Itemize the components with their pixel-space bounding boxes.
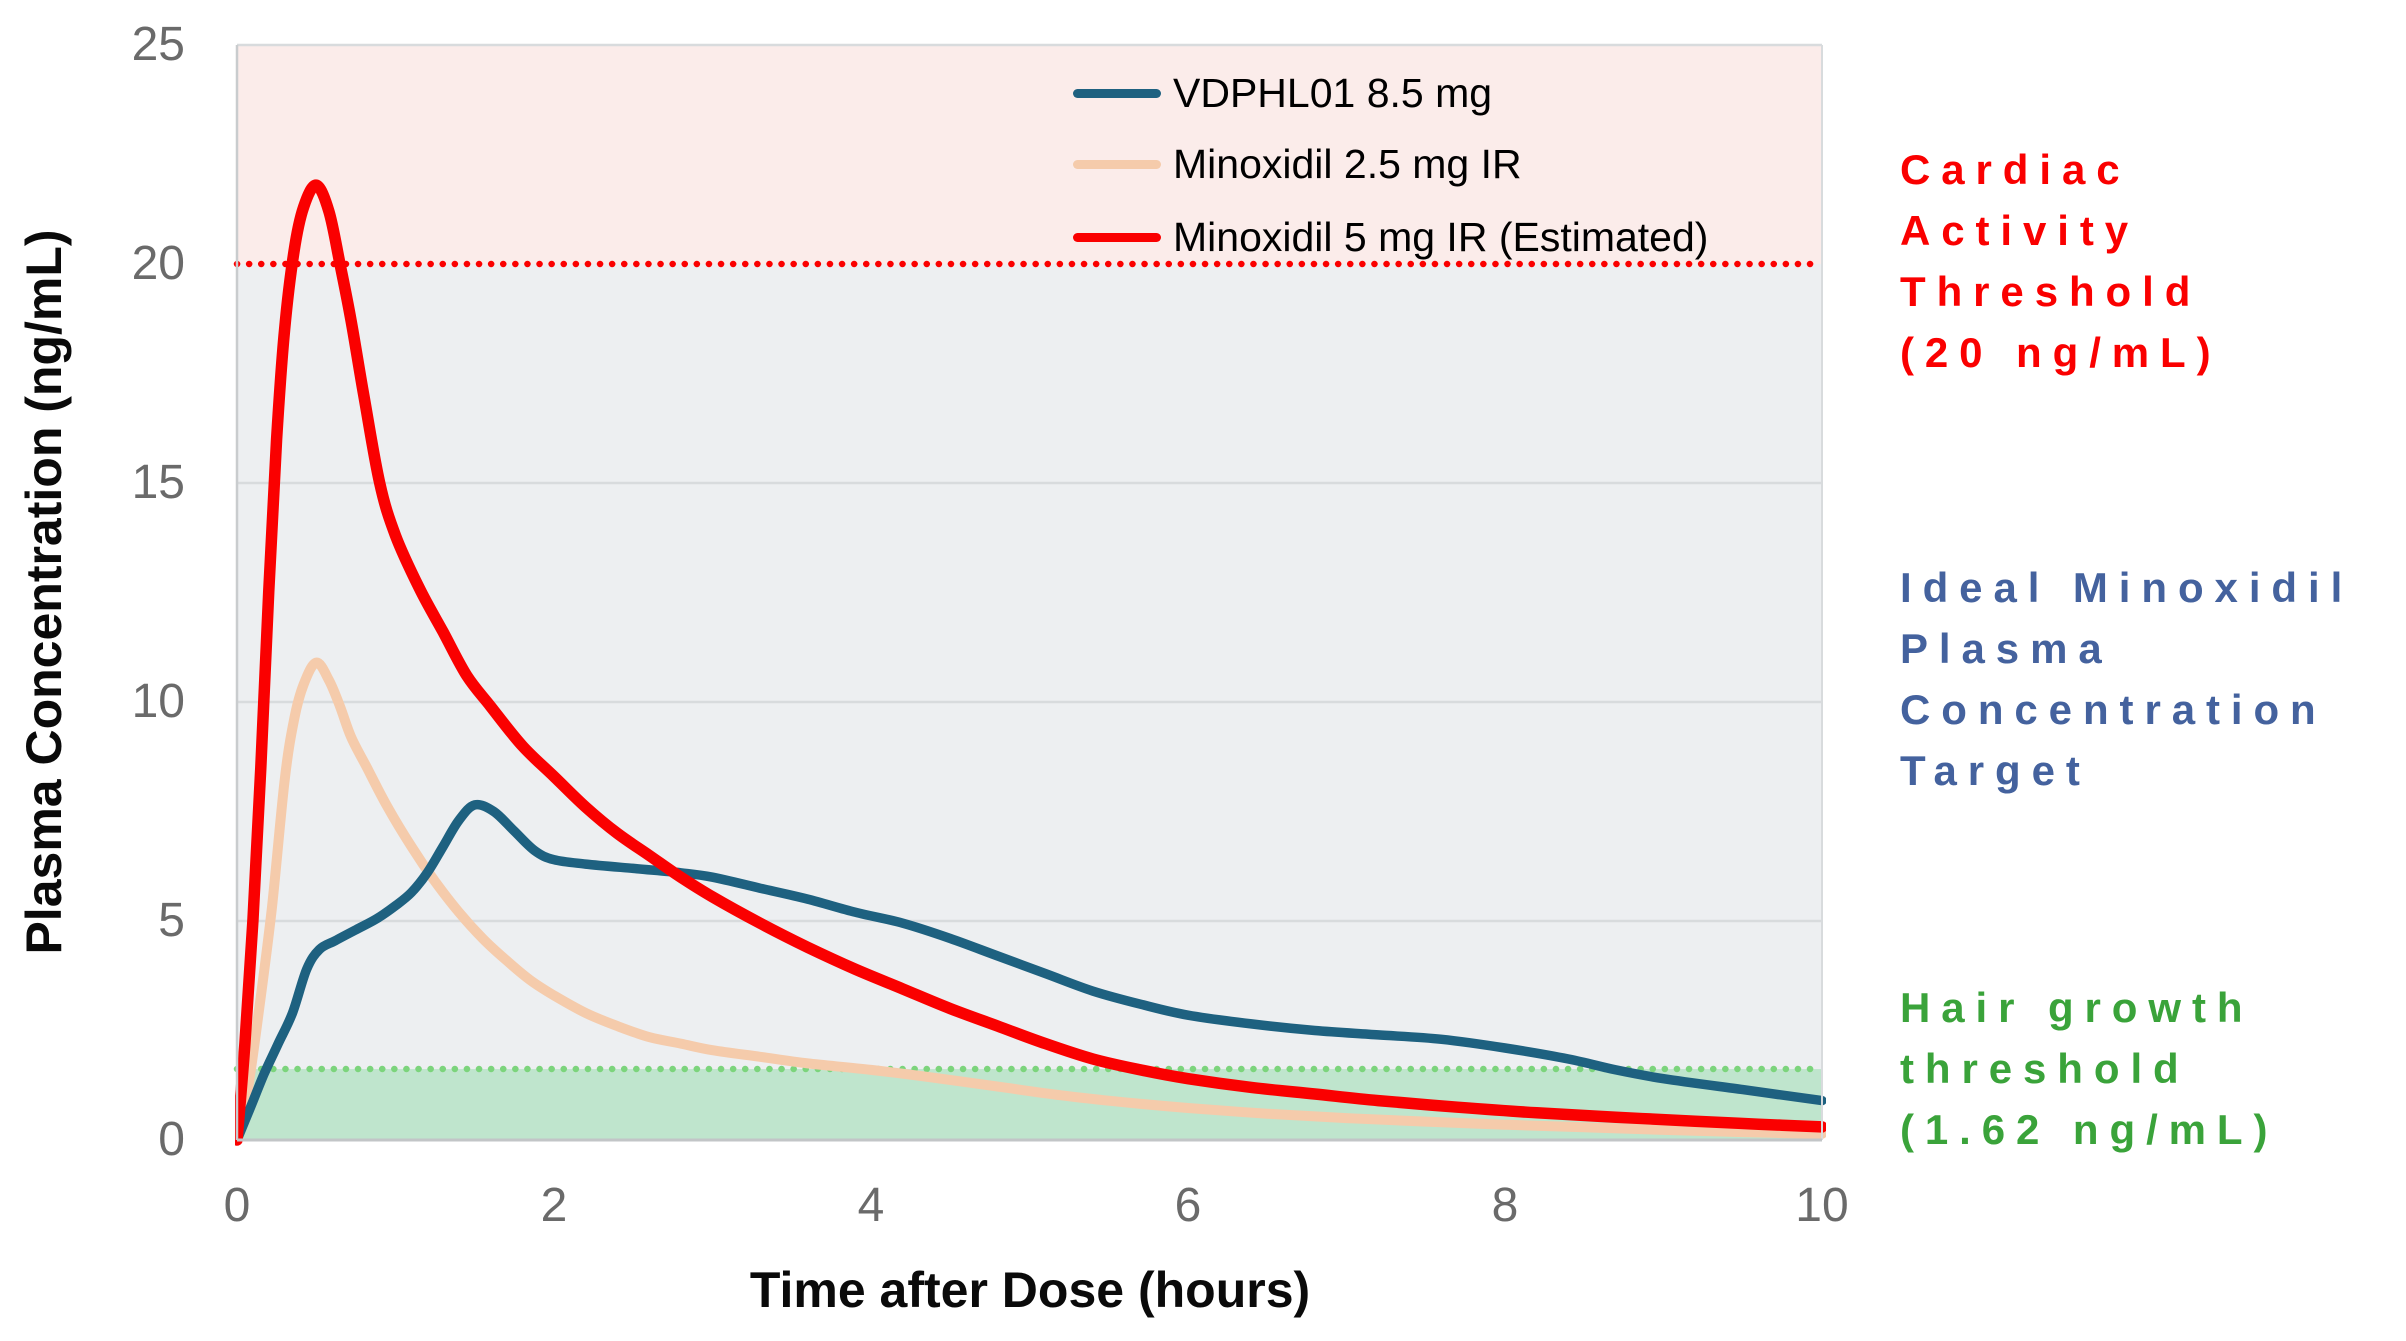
legend-swatch-vdphl01-8-5-mg bbox=[1073, 88, 1161, 98]
annotation-ideal-plasma-target: Ideal Minoxidil Plasma Concentration Tar… bbox=[1900, 557, 2353, 801]
annotation-line: (1.62 ng/mL) bbox=[1900, 1106, 2279, 1153]
legend-label: VDPHL01 8.5 mg bbox=[1173, 69, 1493, 116]
y-tick-label-10: 10 bbox=[131, 675, 185, 728]
annotation-line: Hair growth bbox=[1900, 984, 2254, 1031]
y-tick-label-25: 25 bbox=[131, 18, 185, 71]
y-tick-label-15: 15 bbox=[131, 456, 185, 509]
annotation-line: Target bbox=[1900, 747, 2091, 794]
series-line-minoxidil-5-mg-ir-estimated bbox=[235, 179, 1826, 1146]
y-tick-label-0: 0 bbox=[158, 1113, 185, 1166]
x-axis-title: Time after Dose (hours) bbox=[749, 1262, 1311, 1318]
region-band-0 bbox=[237, 45, 1822, 264]
legend-label: Minoxidil 2.5 mg IR bbox=[1173, 140, 1522, 187]
series-line-minoxidil-2-5-mg-ir bbox=[235, 657, 1826, 1145]
annotation-line: (20 ng/mL) bbox=[1900, 329, 2222, 376]
y-tick-label-20: 20 bbox=[131, 237, 185, 290]
x-tick-label-10: 10 bbox=[1795, 1179, 1849, 1232]
y-axis-title: Plasma Concentration (ng/mL) bbox=[16, 229, 72, 955]
legend-swatch-minoxidil-2-5-mg-ir bbox=[1073, 159, 1161, 169]
y-tick-label-5: 5 bbox=[158, 894, 185, 947]
x-tick-label-2: 2 bbox=[540, 1179, 568, 1232]
legend-item-minoxidil-5-mg-ir-estimated: Minoxidil 5 mg IR (Estimated) bbox=[1073, 207, 1708, 267]
annotation-line: Cardiac bbox=[1900, 146, 2131, 193]
legend-item-minoxidil-2-5-mg-ir: Minoxidil 2.5 mg IR bbox=[1073, 134, 1522, 194]
x-tick-label-0: 0 bbox=[223, 1179, 251, 1232]
x-tick-label-6: 6 bbox=[1174, 1179, 1202, 1232]
annotation-line: threshold bbox=[1900, 1045, 2190, 1092]
annotation-line: Threshold bbox=[1900, 268, 2202, 315]
legend-item-vdphl01-8-5-mg: VDPHL01 8.5 mg bbox=[1073, 63, 1492, 123]
x-tick-label-8: 8 bbox=[1491, 1179, 1519, 1232]
legend-label: Minoxidil 5 mg IR (Estimated) bbox=[1173, 213, 1709, 260]
annotation-line: Activity bbox=[1900, 207, 2140, 254]
annotation-line: Plasma bbox=[1900, 625, 2113, 672]
annotation-line: Concentration bbox=[1900, 686, 2327, 733]
x-tick-label-4: 4 bbox=[857, 1179, 885, 1232]
annotation-hair-growth-threshold: Hair growth threshold (1.62 ng/mL) bbox=[1900, 977, 2278, 1160]
legend-swatch-minoxidil-5-mg-ir-estimated bbox=[1073, 232, 1161, 242]
annotation-cardiac-threshold: Cardiac Activity Threshold (20 ng/mL) bbox=[1900, 139, 2222, 383]
annotation-line: Ideal Minoxidil bbox=[1900, 564, 2354, 611]
region-band-1 bbox=[237, 264, 1822, 1070]
